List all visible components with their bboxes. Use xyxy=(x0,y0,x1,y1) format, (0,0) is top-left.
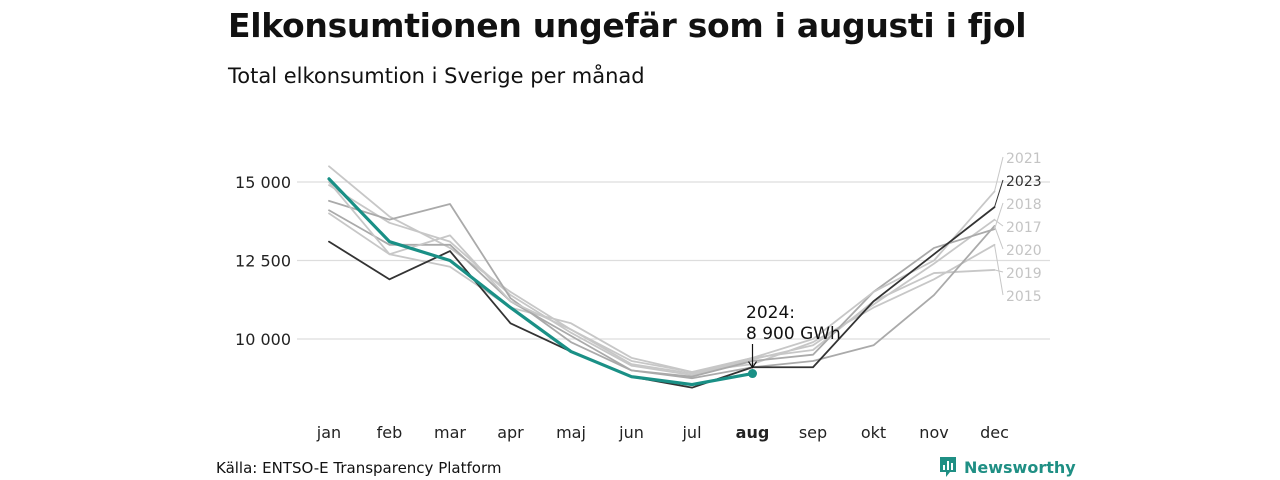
annotation-label-value: 8 900 GWh xyxy=(746,324,841,344)
x-tick-label: okt xyxy=(861,423,886,442)
series-layer xyxy=(327,165,996,389)
x-tick-label: feb xyxy=(377,423,403,442)
x-tick-label: jan xyxy=(316,423,341,442)
y-tick-label: 10 000 xyxy=(235,330,291,349)
series-line-2019 xyxy=(328,165,996,373)
chart-title: Elkonsumtionen ungefär som i augusti i f… xyxy=(228,6,1027,45)
y-tick-label: 12 500 xyxy=(235,252,291,271)
brand-name: Newsworthy xyxy=(964,457,1076,477)
end-label-connector xyxy=(994,244,1004,296)
end-label-2020: 2020 xyxy=(1006,243,1042,259)
end-label-2018: 2018 xyxy=(1006,197,1042,213)
annotation-label-year: 2024: xyxy=(746,303,795,323)
x-tick-label: apr xyxy=(497,423,524,442)
y-axis-ticks: 15 000 12 500 10 000 xyxy=(235,173,291,349)
x-tick-label: jun xyxy=(618,423,644,442)
chart-subtitle: Total elkonsumtion i Sverige per månad xyxy=(228,64,645,88)
annotation-arrow-head xyxy=(748,361,757,369)
source-note: Källa: ENTSO-E Transparency Platform xyxy=(216,459,502,477)
end-label-2017: 2017 xyxy=(1006,220,1042,236)
series-line-2021 xyxy=(328,181,996,375)
series-endpoint-2024 xyxy=(748,369,757,379)
end-label-2023: 2023 xyxy=(1006,174,1042,190)
end-label-connector xyxy=(994,156,1004,192)
bar-chart-logo-icon xyxy=(940,457,956,477)
series-line-2024 xyxy=(327,177,755,387)
end-label-connector xyxy=(994,202,1004,230)
annotation-layer: 2024:8 900 GWh xyxy=(746,303,841,369)
x-tick-label: aug xyxy=(736,423,770,442)
end-label-2019: 2019 xyxy=(1006,266,1042,282)
end-labels: 2021 2023 2018 2017 2020 2019 2015 xyxy=(994,151,1042,305)
x-axis-ticks: jan feb mar apr maj jun jul aug sep okt nov dec xyxy=(316,423,1009,442)
y-tick-label: 15 000 xyxy=(235,173,291,192)
x-tick-label: dec xyxy=(980,423,1009,442)
end-label-connector xyxy=(994,225,1004,250)
series-line-2015 xyxy=(328,212,996,373)
series-line-2018 xyxy=(328,199,996,378)
brand-logo[interactable]: Newsworthy xyxy=(938,456,1076,478)
end-label-connector xyxy=(994,219,1004,227)
x-tick-label: maj xyxy=(556,423,586,442)
x-tick-label: nov xyxy=(919,423,948,442)
x-tick-label: sep xyxy=(799,423,827,442)
end-label-connector xyxy=(994,179,1004,208)
end-label-2015: 2015 xyxy=(1006,289,1042,305)
x-tick-label: mar xyxy=(434,423,466,442)
x-tick-label: jul xyxy=(681,423,701,442)
end-label-2021: 2021 xyxy=(1006,151,1042,167)
